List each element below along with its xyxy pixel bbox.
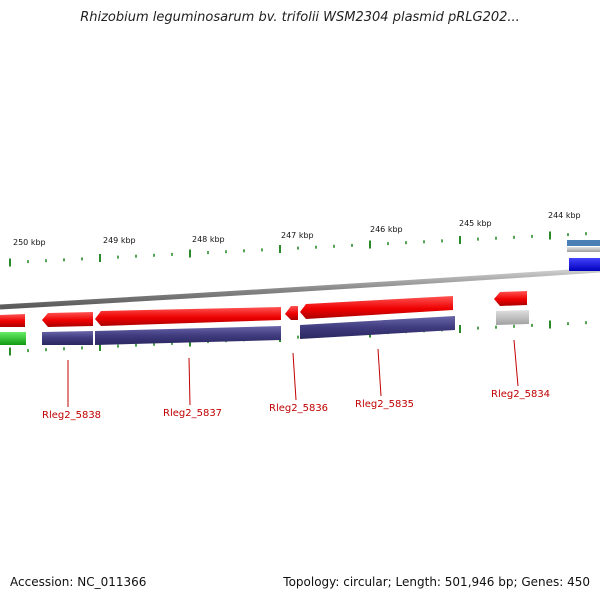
- gene-label-5836[interactable]: Rleg2_5836: [269, 403, 328, 414]
- feature-gray-top[interactable]: [567, 247, 600, 252]
- scale-label: 244 kbp: [548, 211, 581, 220]
- gene-label-5837[interactable]: Rleg2_5837: [163, 408, 222, 419]
- scale-label: 249 kbp: [103, 236, 136, 245]
- gene-leader-line: [377, 348, 382, 397]
- cds-arrow-left-edge[interactable]: [0, 314, 25, 327]
- gene-label-5838[interactable]: Rleg2_5838: [42, 410, 101, 421]
- cds-arrow-5835[interactable]: [300, 296, 453, 319]
- scale-label: 245 kbp: [459, 219, 492, 228]
- topology-text: Topology: circular; Length: 501,946 bp; …: [283, 575, 590, 589]
- feature-blue[interactable]: [569, 258, 600, 271]
- cds-arrow-5834[interactable]: [494, 291, 527, 306]
- gene-label-5835[interactable]: Rleg2_5835: [355, 399, 414, 410]
- cds-arrow-5838[interactable]: [42, 312, 93, 327]
- scale-label: 246 kbp: [370, 225, 403, 234]
- scale-ticks-upper: [9, 231, 587, 267]
- scale-label: 248 kbp: [192, 235, 225, 244]
- gene-leader-line: [292, 352, 297, 401]
- gene-label-5834[interactable]: Rleg2_5834: [491, 389, 550, 400]
- feature-green-left[interactable]: [0, 332, 26, 345]
- scale-label: 247 kbp: [281, 231, 314, 240]
- feature-steel[interactable]: [567, 240, 600, 246]
- gene-leader-line: [513, 339, 519, 387]
- scale-label: 250 kbp: [13, 238, 46, 247]
- accession-text: Accession: NC_011366: [10, 575, 147, 589]
- cds-arrow-5836[interactable]: [285, 306, 298, 320]
- map-title: Rhizobium leguminosarum bv. trifolii WSM…: [80, 10, 520, 25]
- feature-purple-5837[interactable]: [95, 326, 281, 345]
- gene-leader-line: [188, 357, 191, 406]
- cds-arrow-5837[interactable]: [95, 307, 281, 326]
- backbone-arc: [0, 267, 600, 310]
- feature-purple-5838[interactable]: [42, 331, 93, 345]
- feature-purple-5835[interactable]: [300, 316, 455, 339]
- feature-gray-5834[interactable]: [496, 310, 529, 325]
